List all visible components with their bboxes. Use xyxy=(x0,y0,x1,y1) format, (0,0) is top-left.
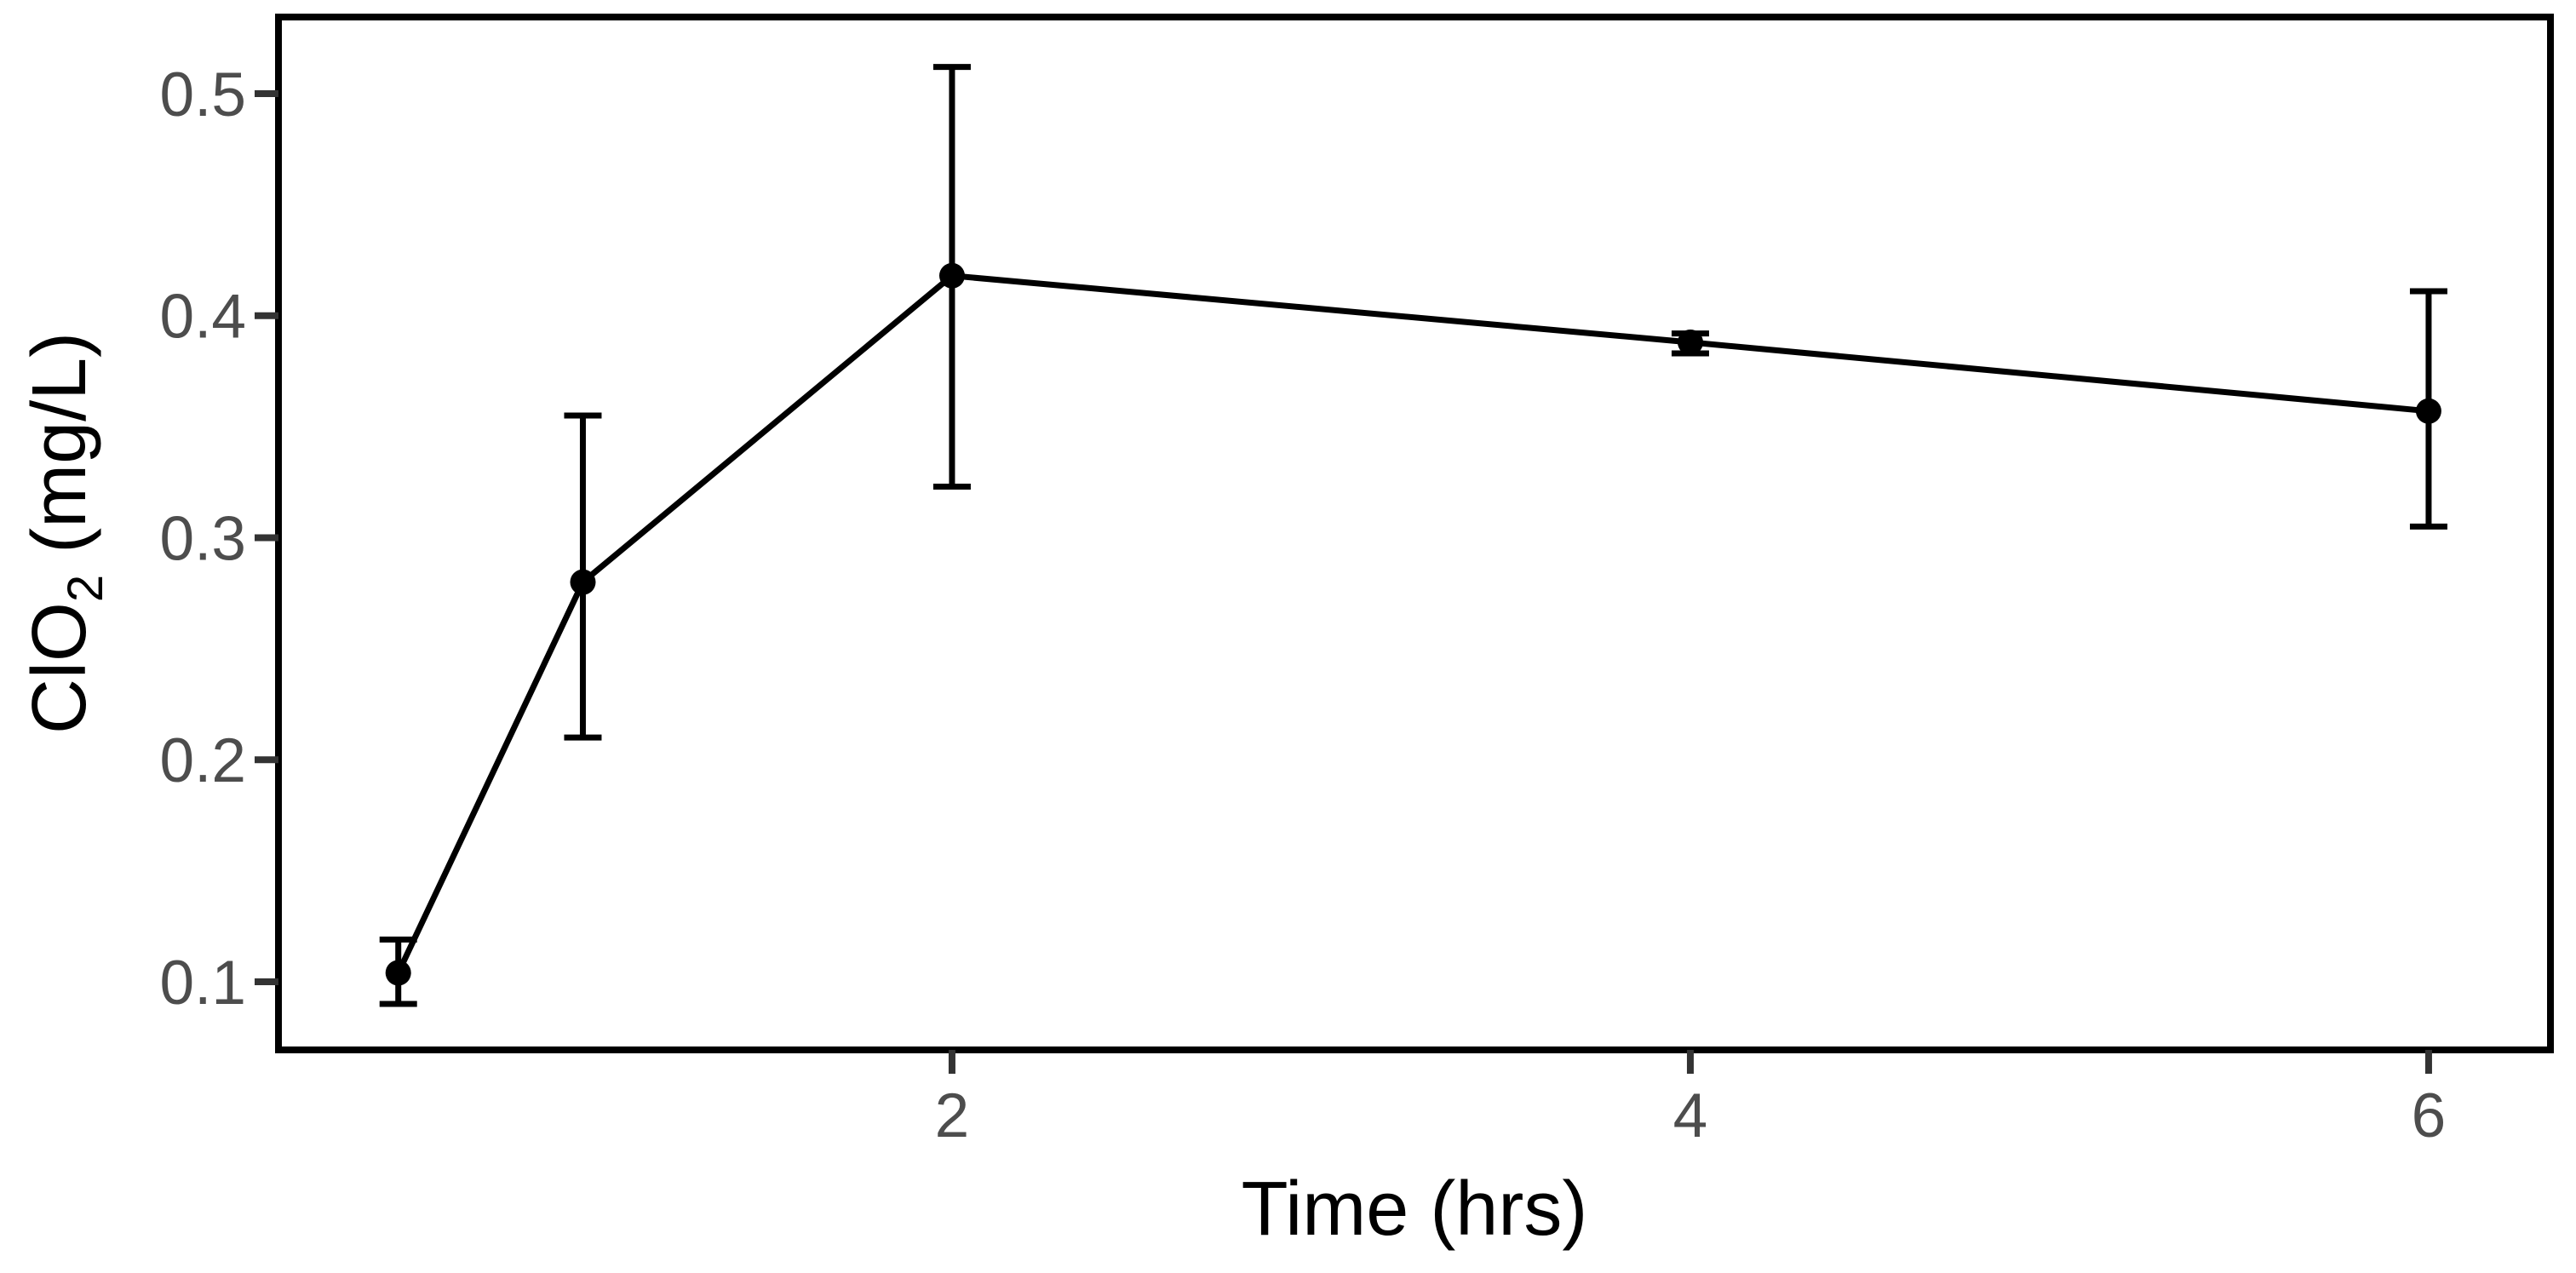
y-axis-title-prefix: ClO xyxy=(17,602,102,734)
y-tick-label: 0.2 xyxy=(160,726,246,795)
data-point xyxy=(1678,330,1703,355)
y-axis-title-subscript: 2 xyxy=(58,575,113,602)
x-tick-label: 2 xyxy=(935,1081,970,1150)
y-tick-label: 0.3 xyxy=(160,504,246,573)
data-point xyxy=(570,569,596,595)
x-axis-title: Time (hrs) xyxy=(1242,1167,1588,1252)
data-point xyxy=(2415,398,2441,424)
y-axis-title-suffix: (mg/L) xyxy=(17,332,102,575)
data-point xyxy=(939,262,965,289)
y-axis-title: ClO2 (mg/L) xyxy=(17,332,113,734)
data-point xyxy=(385,960,411,986)
x-tick-label: 6 xyxy=(2412,1081,2447,1150)
y-tick-label: 0.1 xyxy=(160,949,246,1018)
x-tick-label: 4 xyxy=(1673,1081,1708,1150)
y-tick-label: 0.5 xyxy=(160,60,246,129)
plot-panel-border xyxy=(275,14,2554,1053)
y-tick-label: 0.4 xyxy=(160,283,246,352)
